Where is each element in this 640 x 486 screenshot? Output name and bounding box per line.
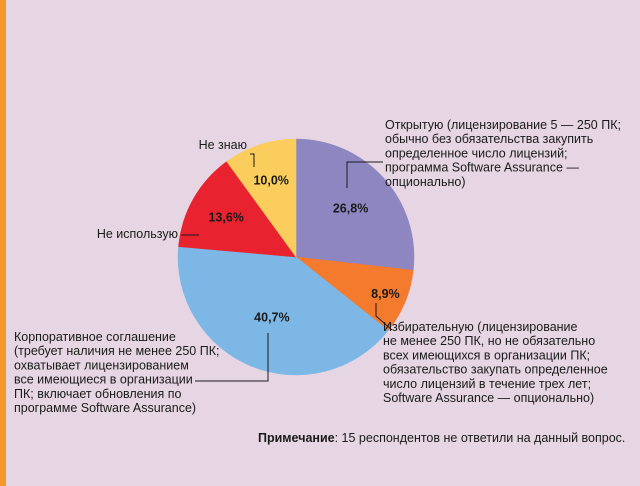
leader-line-0 [346,161,383,188]
slice-category-label-4: Не знаю [199,138,247,152]
pie-slices [177,138,415,376]
accent-bar [0,0,6,486]
slice-category-label-line: Корпоративное соглашение [14,330,176,344]
leader-line-4 [250,153,255,167]
slice-category-label-line: всех имеющихся в организации ПК; [383,348,590,362]
slice-value-label-0: 26,8% [333,201,368,215]
slice-category-label-line: обычно без обязательства закупить [385,132,593,146]
slice-category-label-line: охватывает лицензированием [14,358,189,372]
slice-value-label-3: 13,6% [208,211,243,225]
slice-category-label-line: Открытую (лицензирование 5 — 250 ПК; [385,118,621,132]
slice-category-label-line: Избирательную (лицензирование [383,320,578,334]
pie-slice-2 [177,246,389,376]
slice-category-label-line: Не знаю [199,138,247,152]
slice-category-label-line: определенное число лицензий; [385,146,568,160]
slice-value-label-1: 8,9% [371,287,400,301]
pie-slice-3 [178,161,297,258]
slice-category-label-line: программе Software Assurance) [14,401,196,415]
slice-value-label-4: 10,0% [253,174,288,188]
slice-category-label-0: Открытую (лицензирование 5 — 250 ПК; обыч… [385,118,621,189]
slice-category-label-3: Не использую [97,227,178,241]
footnote-label: Примечание [258,431,335,445]
footnote: Примечание: 15 респондентов не ответили … [258,431,625,445]
pie-slice-0 [295,138,415,271]
slice-category-label-2: Корпоративное соглашение (требует наличия… [14,330,219,415]
slice-category-label-line: (требует наличия не менее 250 ПК; [14,344,219,358]
slice-category-label-line: программа Software Assurance — [385,161,579,175]
pie-slice-4 [226,138,297,258]
slice-category-label-line: опционально) [385,175,466,189]
slice-category-label-line: Software Assurance — опционально) [383,391,594,405]
leader-lines [181,153,393,382]
category-labels: Открытую (лицензирование 5 — 250 ПК; обыч… [14,118,621,415]
slice-value-label-2: 40,7% [254,310,289,324]
slice-category-label-line: не менее 250 ПК, но не обязательно [383,334,595,348]
slice-category-label-line: число лицензий в течение трех лет; [383,377,591,391]
slice-category-label-1: Избирательную (лицензирование не менее 25… [383,320,608,405]
footnote-text: : 15 респондентов не ответили на данный … [334,431,626,445]
percent-labels: 26,8% 8,9% 40,7% 13,6% 10,0% [208,174,399,325]
slice-category-label-line: ПК; включает обновления по [14,387,182,401]
slice-category-label-line: Не использую [97,227,178,241]
slice-category-label-line: обязательство закупать определенное [383,363,608,377]
leader-line-1 [375,303,393,331]
slice-category-label-line: все имеющиеся в организации [14,373,193,387]
leader-line-2 [195,333,269,382]
